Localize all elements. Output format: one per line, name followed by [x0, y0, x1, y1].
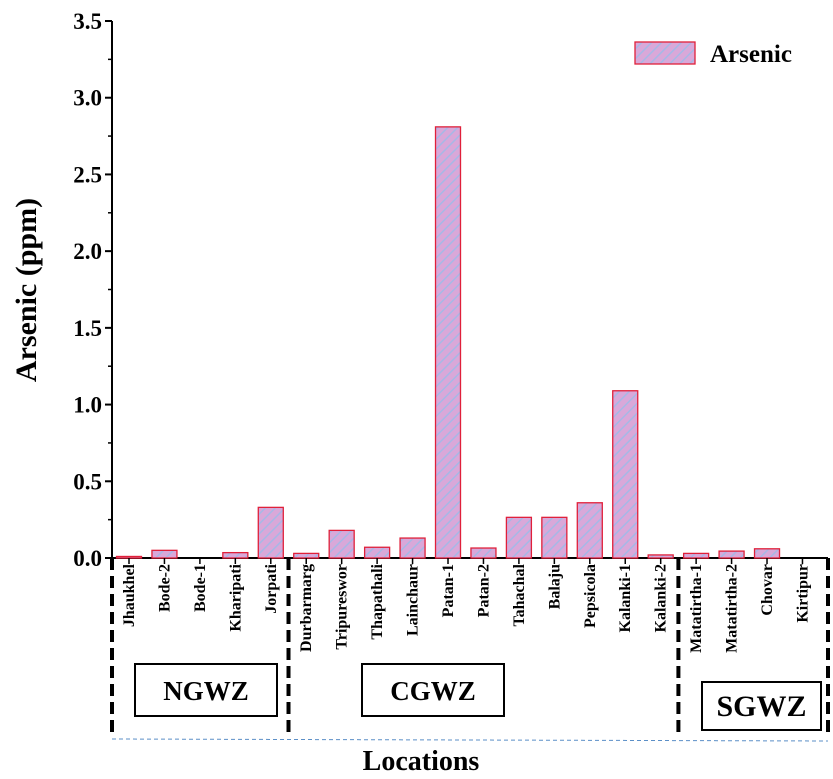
group-box	[134, 663, 278, 717]
group-label: NGWZ	[163, 676, 249, 706]
y-tick-label: 3.0	[73, 86, 102, 111]
x-tick-label: Thapathali	[369, 563, 386, 639]
group-baseline	[111, 738, 829, 742]
bar	[328, 529, 355, 559]
x-tick-label: Patan-2	[475, 564, 492, 617]
bar	[434, 126, 462, 559]
bar	[647, 554, 674, 559]
x-tick-label: Kirtipur	[794, 564, 811, 623]
group-label: CGWZ	[390, 676, 476, 706]
x-tick-label: Tahachal	[511, 563, 528, 626]
bar	[115, 555, 143, 559]
x-tick-label: Bode-1	[192, 564, 209, 612]
x-tick-label: Lainchaur	[405, 564, 422, 636]
group-label: SGWZ	[716, 690, 806, 723]
x-tick-label: Durbarmarg	[298, 564, 315, 652]
legend-label: Arsenic	[710, 41, 792, 68]
group-box	[701, 681, 822, 731]
legend: Arsenic	[634, 41, 792, 68]
bar	[399, 537, 426, 559]
legend-swatch	[634, 41, 696, 65]
bar	[753, 548, 781, 559]
group-box	[361, 663, 505, 717]
x-tick-label: Matatirtha-1	[688, 564, 705, 653]
bar	[718, 550, 745, 559]
y-tick-label: 2.5	[73, 162, 102, 187]
x-tick-label: Chovar	[759, 564, 776, 616]
bar	[541, 516, 568, 559]
y-tick-label: 0.5	[73, 469, 102, 494]
x-tick-label: Kharipati	[227, 563, 244, 631]
x-tick-label: Bode-2	[156, 564, 173, 612]
bar	[576, 502, 603, 559]
x-tick-label: Kalanki-2	[653, 564, 670, 632]
x-tick-label: Matatirtha-2	[724, 564, 741, 653]
bar	[257, 506, 284, 559]
x-tick-label: Jorpati	[263, 563, 280, 613]
x-tick-label: Jhaukhel	[121, 563, 138, 627]
x-tick-label: Pepsicola	[582, 564, 599, 628]
bar	[151, 549, 178, 559]
y-tick-label: 2.0	[73, 239, 102, 264]
y-tick-label: 0.0	[73, 546, 102, 571]
x-tick-label: Patan-1	[440, 564, 457, 617]
x-tick-label: Tripureswor	[334, 564, 351, 650]
x-axis-label: Locations	[363, 746, 480, 777]
x-tick-label: Balaju	[546, 564, 563, 609]
bar	[363, 546, 391, 559]
x-tick-label: Kalanki-1	[617, 564, 634, 632]
bar	[505, 516, 533, 559]
bar	[612, 390, 639, 559]
y-tick-label: 1.5	[73, 316, 102, 341]
bar	[293, 552, 320, 559]
plot-area: 0.0 0.5 1.0 1.5 2.0 2.5 3.0 3.5 Jhaukhel Bode-2 Bo…	[73, 9, 830, 742]
bar	[470, 547, 497, 559]
y-tick-label: 3.5	[73, 9, 102, 34]
y-tick-label: 1.0	[73, 393, 102, 418]
bar	[682, 552, 710, 559]
bar	[222, 551, 249, 559]
y-axis-label: Arsenic (ppm)	[10, 198, 43, 382]
